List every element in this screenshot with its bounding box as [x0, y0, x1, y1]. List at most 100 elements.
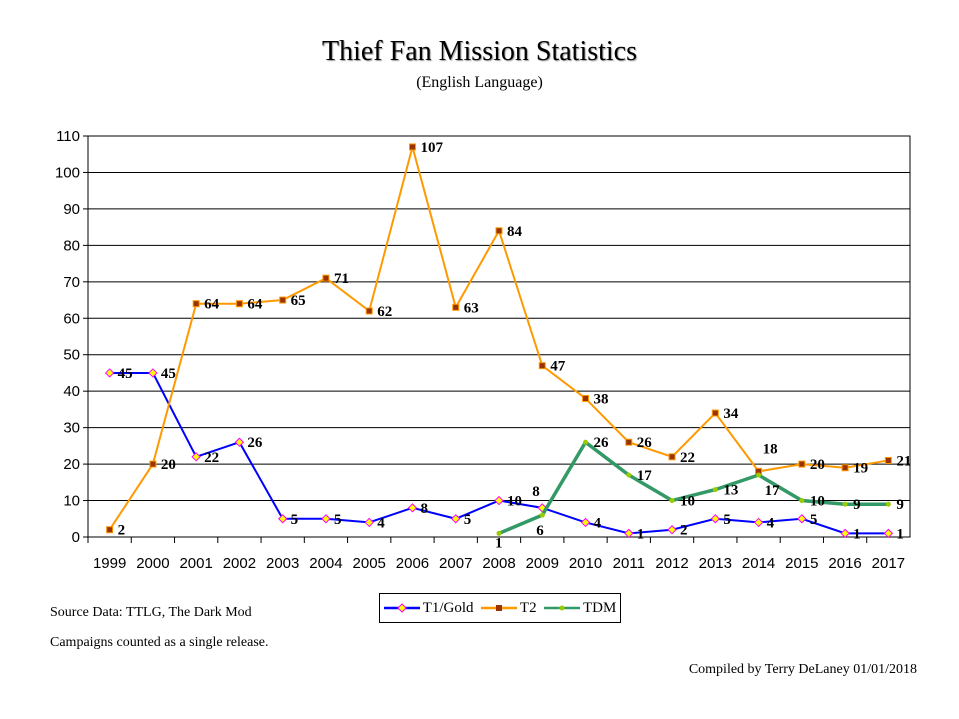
data-label: 20 — [161, 457, 176, 473]
x-tick-label: 2017 — [872, 555, 905, 572]
legend-label: T2 — [519, 599, 537, 616]
data-label: 21 — [896, 453, 911, 469]
data-point — [799, 498, 805, 504]
legend-swatch-icon — [383, 603, 420, 613]
data-label: 5 — [723, 512, 731, 528]
data-point — [583, 439, 589, 445]
y-tick-label: 90 — [63, 201, 80, 218]
legend-item: T1/Gold — [383, 599, 474, 617]
data-point — [885, 501, 891, 507]
data-point — [279, 296, 287, 304]
data-label: 45 — [161, 366, 176, 382]
x-tick-label: 2011 — [613, 555, 645, 572]
data-label: 13 — [723, 483, 738, 499]
data-point — [756, 472, 762, 478]
data-label: 4 — [377, 515, 385, 531]
data-label: 22 — [680, 450, 695, 466]
data-point — [710, 514, 721, 524]
x-tick-label: 2010 — [569, 555, 602, 572]
x-tick-label: 2002 — [223, 555, 256, 572]
data-point — [797, 514, 807, 524]
data-point — [364, 517, 374, 528]
y-tick-label: 30 — [63, 420, 80, 437]
series-line-tdm — [498, 439, 889, 535]
data-point — [798, 460, 806, 468]
data-label: 18 — [763, 441, 778, 457]
data-point — [192, 300, 200, 308]
data-point — [625, 438, 633, 446]
data-label: 10 — [680, 494, 695, 510]
data-point — [712, 487, 718, 493]
x-tick-label: 2013 — [699, 555, 732, 572]
data-label: 5 — [810, 512, 818, 528]
data-label: 8 — [420, 501, 428, 517]
data-point — [408, 143, 416, 151]
data-label: 71 — [334, 271, 349, 287]
data-label: 34 — [723, 406, 739, 422]
data-point — [104, 368, 115, 378]
data-label: 1 — [495, 535, 503, 551]
data-point — [883, 528, 894, 539]
legend-label: TDM — [582, 599, 617, 616]
data-label: 9 — [896, 497, 904, 513]
x-tick-label: 2001 — [179, 555, 212, 572]
legend: T1/Gold T2 TDM — [379, 593, 621, 623]
y-tick-label: 70 — [63, 274, 80, 291]
data-label: 19 — [853, 461, 868, 477]
x-tick-label: 2006 — [396, 555, 429, 572]
data-label: 8 — [532, 484, 540, 500]
data-point — [106, 526, 114, 534]
data-point — [626, 472, 632, 478]
data-label: 5 — [464, 512, 472, 528]
data-label: 45 — [118, 366, 133, 382]
data-label: 17 — [637, 468, 653, 484]
data-point — [841, 464, 849, 472]
legend-swatch-icon — [480, 605, 517, 611]
data-label: 62 — [377, 304, 392, 320]
x-tick-label: 2012 — [655, 555, 688, 572]
chart-title: Thief Fan Mission Statistics — [322, 36, 637, 67]
y-tick-label: 10 — [63, 493, 80, 510]
data-point — [668, 453, 676, 461]
data-point — [669, 498, 675, 504]
x-tick-label: 2008 — [482, 555, 515, 572]
y-tick-label: 0 — [72, 529, 80, 546]
x-tick-label: 1999 — [93, 555, 126, 572]
x-tick-label: 2005 — [353, 555, 386, 572]
data-label: 38 — [594, 391, 609, 407]
legend-swatch-icon — [543, 605, 580, 611]
legend-item: TDM — [543, 599, 617, 617]
data-point — [539, 512, 545, 518]
data-label: 10 — [810, 494, 825, 510]
data-label: 26 — [247, 435, 263, 451]
data-point — [149, 460, 157, 468]
data-label: 10 — [507, 494, 522, 510]
data-label: 17 — [765, 483, 781, 499]
data-point — [452, 303, 460, 311]
y-tick-label: 20 — [63, 456, 80, 473]
data-label: 64 — [247, 297, 263, 313]
legend-label: T1/Gold — [422, 599, 474, 616]
source-note: Source Data: TTLG, The Dark Mod — [50, 605, 252, 620]
y-tick-label: 110 — [56, 128, 80, 145]
x-tick-label: 2007 — [439, 555, 472, 572]
data-point — [884, 456, 892, 464]
credit-note: Compiled by Terry DeLaney 01/01/2018 — [688, 662, 917, 677]
chart-subtitle: (English Language) — [416, 74, 543, 91]
x-tick-label: 2003 — [266, 555, 299, 572]
data-label: 6 — [536, 523, 544, 539]
x-tick-label: 2004 — [309, 555, 342, 572]
data-label: 63 — [464, 300, 479, 316]
data-point — [538, 362, 546, 370]
data-point — [667, 525, 677, 535]
data-point — [753, 517, 764, 528]
y-tick-label: 60 — [63, 310, 80, 327]
data-point — [235, 300, 243, 308]
data-label: 26 — [594, 435, 610, 451]
y-tick-label: 100 — [55, 164, 80, 181]
data-point — [840, 528, 850, 539]
y-tick-label: 80 — [63, 237, 80, 254]
data-point — [711, 409, 719, 417]
data-point — [234, 437, 245, 447]
data-point — [842, 501, 848, 507]
